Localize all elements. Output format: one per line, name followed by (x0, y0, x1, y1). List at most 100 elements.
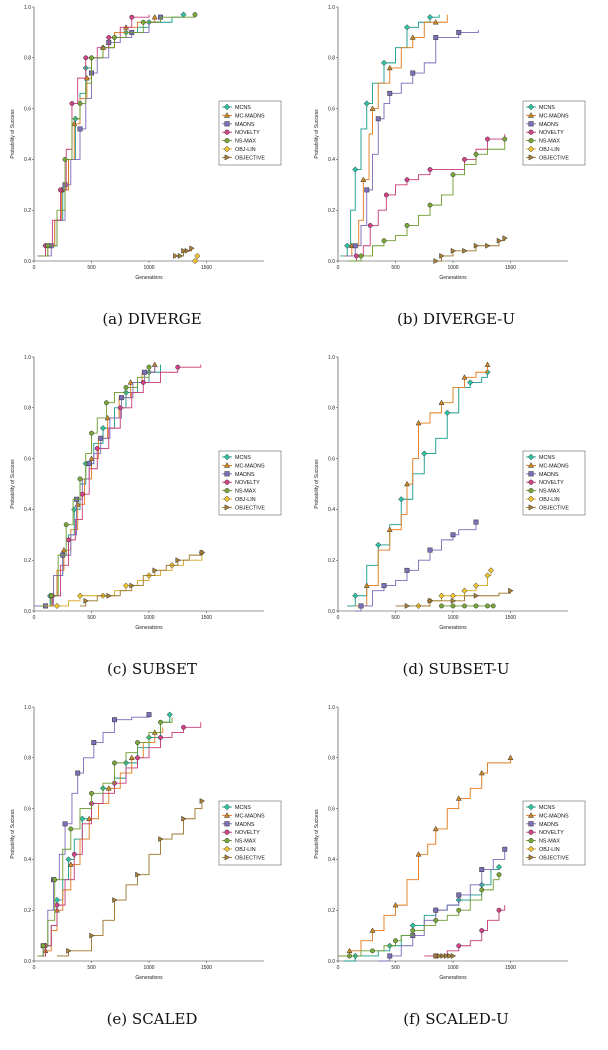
y-tick-label: 0.2 (328, 558, 335, 564)
data-point-ns-max (473, 603, 479, 609)
data-point-objective (485, 242, 491, 249)
chart-caption: (e) SCALED (106, 1010, 198, 1028)
x-tick-label: 500 (391, 265, 400, 271)
data-point-mc-madns (507, 754, 514, 761)
data-point-ns-max (439, 603, 444, 609)
x-tick-label: 1000 (447, 615, 458, 621)
y-tick-label: 0.2 (24, 558, 31, 564)
y-tick-label: 0.6 (328, 456, 335, 462)
data-point-mc-madns (369, 927, 376, 933)
legend-marker-mcns (223, 103, 231, 111)
legend-label-novelty: NOVELTY (235, 480, 260, 486)
chart-caption: (d) SUBSET-U (402, 660, 510, 678)
series-line-mcns (347, 372, 488, 607)
series-madns (344, 29, 479, 257)
y-tick-label: 0.8 (24, 406, 31, 412)
data-point-novelty (140, 379, 146, 385)
series-madns (34, 364, 156, 609)
data-point-novelty (181, 724, 186, 730)
y-tick-label: 0.8 (328, 406, 335, 412)
legend-marker-mc-madns (527, 812, 535, 818)
axes: 0 500 1000 1500 0.0 0.2 0.4 0.6 0.8 1.0 Generation… (10, 355, 264, 631)
y-tick-label: 0.0 (328, 959, 335, 965)
data-point-objective (439, 252, 445, 259)
series-mcns (37, 11, 187, 257)
data-point-objective (199, 549, 206, 556)
series-line-novelty (38, 722, 202, 957)
data-point-mcns (467, 379, 474, 386)
y-tick-label: 0.4 (328, 157, 335, 163)
data-point-objective (83, 597, 89, 604)
data-point-ns-max (479, 887, 485, 893)
legend-marker-mc-madns (223, 812, 231, 818)
data-point-ns-max (490, 603, 496, 609)
data-point-mc-madns (360, 176, 367, 182)
x-axis-label: Generations (439, 625, 467, 631)
legend-label-novelty: NOVELTY (235, 130, 260, 136)
data-point-ns-max (433, 917, 439, 923)
legend-label-mcns: MCNS (539, 805, 555, 811)
data-point-madns (433, 907, 439, 913)
legend-marker-novelty (528, 129, 534, 135)
data-point-objective (173, 252, 179, 259)
series-objective (433, 235, 508, 264)
x-axis-label: Generations (439, 975, 467, 981)
legend-label-novelty: NOVELTY (539, 480, 564, 486)
data-point-objective (443, 952, 450, 959)
chart-panel--a-diverge: 0 500 1000 1500 0.0 0.2 0.4 0.6 0.8 1.0 Generation… (0, 0, 304, 350)
data-point-ns-max (370, 948, 375, 954)
series-line-objective (435, 238, 506, 262)
data-point-mc-madns (86, 815, 93, 821)
y-tick-label: 0.8 (328, 56, 335, 62)
series-line-novelty (38, 14, 150, 257)
legend-marker-madns (224, 821, 230, 827)
data-point-madns (77, 126, 83, 132)
legend: MCNS MC-MADNS MADNS NOVELTY NS-MAX OBJ-LIN OBJ… (218, 100, 282, 166)
legend-label-mcns: MCNS (235, 455, 251, 461)
legend-label-novelty: NOVELTY (235, 830, 260, 836)
legend-marker-mcns (527, 453, 535, 461)
data-point-mc-madns (432, 19, 439, 25)
x-tick-label: 0 (33, 965, 36, 971)
data-point-objective (184, 247, 191, 254)
x-tick-label: 1500 (201, 265, 212, 271)
legend-label-mc-madns: MC-MADNS (235, 813, 265, 819)
x-tick-label: 1000 (143, 265, 154, 271)
x-tick-label: 1500 (505, 965, 516, 971)
legend-label-mc-madns: MC-MADNS (539, 463, 569, 469)
x-tick-label: 0 (337, 965, 340, 971)
data-point-ns-max (462, 603, 467, 609)
legend-label-ns-max: NS-MAX (539, 839, 560, 845)
axes: 0 500 1000 1500 0.0 0.2 0.4 0.6 0.8 1.0 Generation… (314, 5, 568, 281)
data-point-objective (496, 237, 503, 244)
series-mc-madns (355, 361, 491, 607)
legend-label-novelty: NOVELTY (539, 130, 564, 136)
data-point-novelty (175, 364, 181, 370)
data-point-objective (66, 947, 72, 954)
series-line-mc-madns (355, 364, 488, 607)
series-mcns (40, 364, 161, 607)
data-point-mc-madns (455, 795, 462, 801)
data-point-ns-max (358, 253, 364, 259)
data-point-mc-madns (386, 526, 393, 532)
data-point-novelty (383, 192, 389, 198)
data-point-madns (75, 770, 81, 776)
legend-marker-mc-madns (527, 462, 535, 468)
series-madns (39, 14, 163, 257)
x-axis-label: Generations (439, 275, 467, 281)
data-point-mcns (426, 14, 434, 21)
data-point-mc-madns (128, 754, 135, 761)
legend-marker-objective (528, 854, 535, 861)
data-point-novelty (404, 177, 410, 183)
data-point-objective (181, 815, 187, 822)
legend-marker-madns (528, 121, 534, 127)
data-point-madns (387, 953, 393, 959)
legend-label-madns: MADNS (539, 122, 559, 128)
data-point-objective (436, 952, 443, 959)
data-point-mc-madns (363, 582, 370, 588)
chart-panel--d-subset-u: 0 500 1000 1500 0.0 0.2 0.4 0.6 0.8 1.0 Generation… (304, 350, 608, 700)
data-point-mc-madns (409, 34, 416, 40)
data-point-ns-max (158, 719, 163, 725)
data-point-objective (135, 871, 141, 878)
data-point-obj-lin (76, 592, 84, 599)
